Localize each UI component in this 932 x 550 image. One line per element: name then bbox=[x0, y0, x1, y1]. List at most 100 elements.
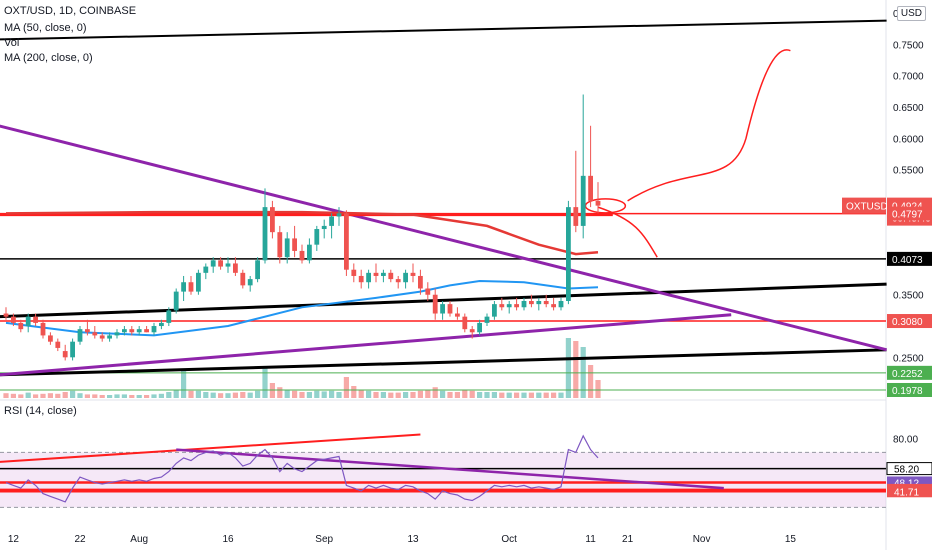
candle bbox=[566, 200, 571, 305]
candle bbox=[144, 326, 149, 333]
candle-body bbox=[403, 272, 408, 283]
volume-bar bbox=[514, 392, 520, 398]
volume-bar bbox=[329, 390, 335, 398]
currency-button[interactable]: USD bbox=[896, 6, 926, 21]
candle bbox=[395, 275, 401, 289]
volume-bar bbox=[343, 377, 349, 398]
rsi-tick-label: 80.00 bbox=[893, 435, 918, 446]
volume-bar bbox=[558, 392, 564, 398]
candle bbox=[240, 269, 246, 289]
volume-bar bbox=[595, 380, 601, 398]
candle bbox=[77, 326, 83, 345]
candle bbox=[33, 313, 38, 327]
candle bbox=[484, 313, 490, 327]
volume-bar bbox=[151, 394, 157, 398]
candle bbox=[225, 257, 231, 273]
volume-bar bbox=[240, 392, 246, 398]
volume-bar bbox=[528, 392, 534, 398]
candle bbox=[536, 297, 542, 311]
candle bbox=[210, 257, 216, 273]
vol-legend[interactable]: Vol bbox=[4, 37, 20, 49]
candle-body bbox=[92, 332, 98, 336]
ma200-legend[interactable]: MA (200, close, 0) bbox=[4, 52, 93, 64]
candle-body bbox=[151, 326, 157, 333]
trendline-purple-ascending bbox=[0, 313, 732, 377]
volume-bar bbox=[10, 393, 16, 398]
volume-bar bbox=[25, 392, 31, 398]
candle bbox=[580, 94, 586, 239]
volume-bar bbox=[521, 392, 527, 398]
candle-body bbox=[506, 304, 512, 308]
candle-body bbox=[543, 301, 549, 305]
candle bbox=[151, 322, 157, 336]
candle-body bbox=[77, 329, 83, 342]
ma50-legend[interactable]: MA (50, close, 0) bbox=[4, 22, 87, 34]
candle bbox=[462, 313, 468, 333]
candle-body bbox=[595, 200, 601, 206]
candle bbox=[292, 225, 297, 258]
candle bbox=[40, 319, 46, 339]
volume-bar bbox=[107, 395, 113, 398]
candle-body bbox=[395, 279, 401, 283]
candle-body bbox=[270, 207, 275, 233]
rsi-tag-value: 41.71 bbox=[894, 487, 919, 498]
price-tick-label: 0.7000 bbox=[893, 72, 924, 83]
price-tag-box bbox=[887, 251, 932, 266]
time-axis: 12 22 Aug 16 Sep 13 Oct 11 21 Nov 15 bbox=[8, 534, 797, 545]
time-tick-label: 11 bbox=[585, 534, 596, 545]
candle bbox=[277, 225, 283, 264]
volume-bar bbox=[536, 392, 542, 398]
symbol-tag bbox=[842, 197, 886, 214]
candle-body bbox=[11, 316, 16, 323]
candle bbox=[410, 263, 416, 283]
volume-bars bbox=[3, 338, 601, 398]
volume-bar bbox=[129, 395, 135, 398]
volume-bar bbox=[543, 392, 549, 398]
volume-bar bbox=[84, 394, 90, 398]
symbol-title[interactable]: OXT/USD, 1D, COINBASE bbox=[4, 5, 137, 17]
candle-body bbox=[55, 341, 61, 348]
volume-bar bbox=[62, 392, 68, 398]
volume-bar bbox=[299, 392, 305, 398]
candle bbox=[122, 326, 127, 336]
price-tag-value: 0.4797 bbox=[892, 210, 923, 221]
time-tick-label: 22 bbox=[74, 534, 86, 545]
candle-body bbox=[551, 304, 556, 308]
candle bbox=[129, 326, 135, 336]
candle-body bbox=[462, 316, 468, 330]
candle bbox=[506, 301, 512, 314]
candle bbox=[521, 297, 527, 311]
time-tick-label: Oct bbox=[501, 534, 517, 545]
candle-body bbox=[536, 301, 542, 305]
price-tag-box bbox=[887, 206, 932, 221]
time-tick-label: 13 bbox=[407, 534, 419, 545]
candle-body bbox=[373, 272, 379, 276]
volume-bar bbox=[417, 390, 423, 398]
candle bbox=[11, 313, 16, 327]
candle-body bbox=[166, 310, 172, 323]
candle-body bbox=[99, 335, 105, 339]
candle bbox=[418, 269, 423, 295]
candle bbox=[181, 275, 186, 301]
candle-body bbox=[247, 279, 253, 286]
time-tick-label: Aug bbox=[130, 534, 148, 545]
candle bbox=[366, 269, 371, 289]
candle bbox=[284, 232, 290, 264]
candle-body bbox=[351, 269, 357, 276]
volume-bar bbox=[144, 395, 150, 398]
volume-bar bbox=[484, 392, 490, 398]
volume-bar bbox=[336, 392, 342, 398]
volume-bar bbox=[565, 338, 571, 398]
candle bbox=[514, 297, 519, 311]
candle-body bbox=[159, 322, 164, 327]
candle-body bbox=[336, 213, 342, 217]
candle bbox=[455, 307, 460, 320]
candle-body bbox=[284, 238, 290, 258]
candle bbox=[469, 326, 475, 339]
volume-bar bbox=[454, 392, 460, 398]
rsi-legend[interactable]: RSI (14, close) bbox=[4, 405, 77, 417]
symbol-tag-label: OXTUSD bbox=[846, 202, 888, 213]
candle-body bbox=[573, 207, 579, 226]
candle-body bbox=[329, 216, 334, 226]
